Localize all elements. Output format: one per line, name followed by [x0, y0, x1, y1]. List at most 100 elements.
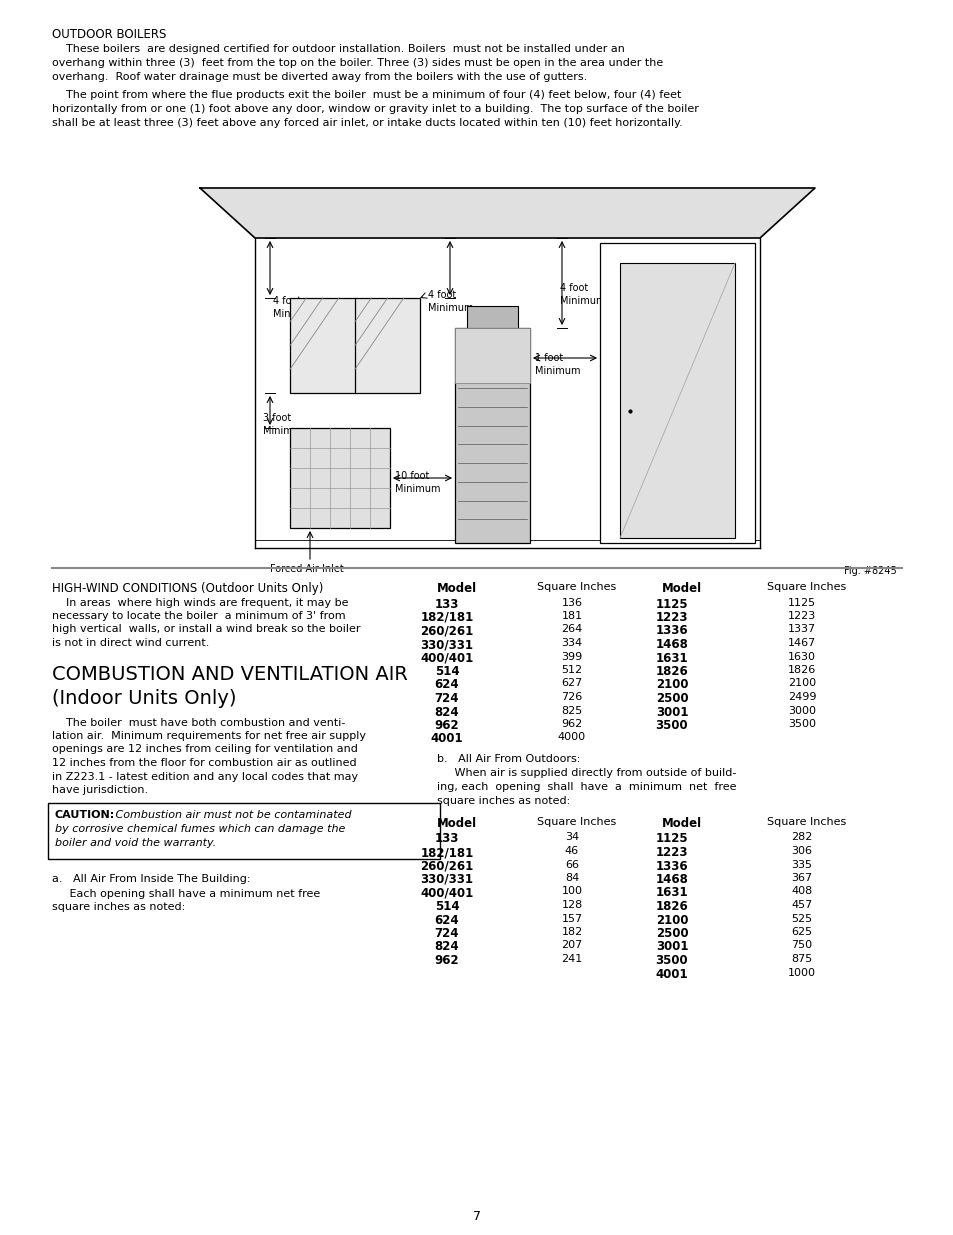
Text: boiler and void the warranty.: boiler and void the warranty. [55, 839, 216, 848]
Text: is not in direct wind current.: is not in direct wind current. [52, 638, 209, 648]
Text: 2100: 2100 [655, 914, 687, 926]
Text: 133: 133 [435, 832, 458, 846]
Text: 1826: 1826 [655, 664, 688, 678]
Text: 282: 282 [790, 832, 812, 842]
Text: 1826: 1826 [787, 664, 815, 676]
Text: 182/181: 182/181 [420, 846, 473, 860]
Text: 399: 399 [560, 652, 582, 662]
Text: 1467: 1467 [787, 638, 815, 648]
Text: 627: 627 [560, 678, 582, 688]
Text: Square Inches: Square Inches [766, 582, 845, 592]
Text: have jurisdiction.: have jurisdiction. [52, 785, 148, 795]
Text: 1826: 1826 [655, 900, 688, 913]
Text: 84: 84 [564, 873, 578, 883]
Text: 4001: 4001 [655, 967, 688, 981]
Text: (Indoor Units Only): (Indoor Units Only) [52, 689, 236, 709]
Text: These boilers  are designed certified for outdoor installation. Boilers  must no: These boilers are designed certified for… [52, 44, 624, 54]
Text: 133: 133 [435, 598, 458, 610]
Text: 514: 514 [435, 900, 458, 913]
Text: 128: 128 [560, 900, 582, 910]
Text: 1468: 1468 [655, 638, 688, 651]
Bar [290, 429, 390, 529]
Text: 2100: 2100 [655, 678, 687, 692]
Bar [48, 803, 439, 858]
Text: 2500: 2500 [655, 927, 688, 940]
Text: square inches as noted:: square inches as noted: [436, 795, 570, 805]
Text: 3500: 3500 [655, 719, 688, 732]
Text: Forced Air Inlet: Forced Air Inlet [270, 564, 343, 574]
Text: Each opening shall have a minimum net free: Each opening shall have a minimum net fr… [52, 889, 320, 899]
Text: 7: 7 [473, 1210, 480, 1223]
Text: horizontally from or one (1) foot above any door, window or gravity inlet to a b: horizontally from or one (1) foot above … [52, 104, 699, 114]
Text: 3500: 3500 [655, 953, 688, 967]
Text: 400/401: 400/401 [420, 652, 473, 664]
Text: The point from where the flue products exit the boiler  must be a minimum of fou: The point from where the flue products e… [52, 90, 680, 100]
Text: 1125: 1125 [655, 832, 688, 846]
Text: HIGH-WIND CONDITIONS (Outdoor Units Only): HIGH-WIND CONDITIONS (Outdoor Units Only… [52, 582, 323, 595]
Text: Model: Model [436, 582, 476, 595]
Text: 726: 726 [560, 692, 582, 701]
Text: 260/261: 260/261 [420, 860, 473, 872]
Text: 12 inches from the floor for combustion air as outlined: 12 inches from the floor for combustion … [52, 758, 356, 768]
Text: 367: 367 [791, 873, 812, 883]
Text: Model: Model [661, 582, 701, 595]
Text: 4001: 4001 [430, 732, 463, 746]
Text: Combustion air must not be contaminated: Combustion air must not be contaminated [112, 810, 352, 820]
Text: 724: 724 [435, 692, 458, 705]
Bar [455, 329, 530, 383]
Text: 1223: 1223 [655, 846, 687, 860]
Text: by corrosive chemical fumes which can damage the: by corrosive chemical fumes which can da… [55, 825, 345, 835]
Text: 724: 724 [435, 927, 458, 940]
Text: Minimum: Minimum [273, 309, 318, 319]
Text: 1468: 1468 [655, 873, 688, 885]
Text: 2500: 2500 [655, 692, 688, 705]
Bar [619, 263, 734, 538]
Text: 34: 34 [564, 832, 578, 842]
Text: 334: 334 [561, 638, 582, 648]
Text: 1336: 1336 [655, 860, 688, 872]
Text: When air is supplied directly from outside of build-: When air is supplied directly from outsi… [436, 768, 736, 778]
Text: Minimum: Minimum [535, 366, 579, 375]
Text: ing, each  opening  shall  have  a  minimum  net  free: ing, each opening shall have a minimum n… [436, 782, 736, 792]
Bar [455, 329, 530, 543]
Text: Minimum: Minimum [395, 484, 440, 494]
Text: 335: 335 [791, 860, 812, 869]
Text: 330/331: 330/331 [420, 873, 473, 885]
Text: 1630: 1630 [787, 652, 815, 662]
Text: 3001: 3001 [655, 941, 687, 953]
Text: in Z223.1 - latest edition and any local codes that may: in Z223.1 - latest edition and any local… [52, 772, 357, 782]
Text: Minimum: Minimum [428, 303, 473, 312]
Text: 2100: 2100 [787, 678, 815, 688]
Text: The boiler  must have both combustion and venti-: The boiler must have both combustion and… [52, 718, 345, 727]
Text: lation air.  Minimum requirements for net free air supply: lation air. Minimum requirements for net… [52, 731, 366, 741]
Text: a.   All Air From Inside The Building:: a. All Air From Inside The Building: [52, 874, 251, 884]
Text: 875: 875 [791, 953, 812, 965]
Text: 4000: 4000 [558, 732, 585, 742]
Text: 525: 525 [791, 914, 812, 924]
Text: 824: 824 [435, 941, 458, 953]
Text: 962: 962 [435, 953, 458, 967]
Text: 1125: 1125 [787, 598, 815, 608]
Text: COMBUSTION AND VENTILATION AIR: COMBUSTION AND VENTILATION AIR [52, 666, 408, 684]
Text: 825: 825 [560, 705, 582, 715]
Text: 1125: 1125 [655, 598, 688, 610]
Text: 66: 66 [564, 860, 578, 869]
Text: 408: 408 [791, 887, 812, 897]
Text: Minimum: Minimum [263, 426, 308, 436]
Text: Fig. #8245: Fig. #8245 [843, 566, 896, 576]
Polygon shape [200, 188, 814, 238]
Text: 4 foot: 4 foot [559, 283, 588, 293]
Text: CAUTION:: CAUTION: [55, 810, 115, 820]
Bar [599, 243, 754, 543]
Text: 241: 241 [560, 953, 582, 965]
Text: 514: 514 [435, 664, 458, 678]
Text: OUTDOOR BOILERS: OUTDOOR BOILERS [52, 28, 166, 41]
Text: 1 foot: 1 foot [535, 353, 562, 363]
Text: In areas  where high winds are frequent, it may be: In areas where high winds are frequent, … [52, 598, 348, 608]
Text: 3 foot: 3 foot [263, 412, 291, 424]
Text: 100: 100 [561, 887, 582, 897]
Text: 182/181: 182/181 [420, 611, 473, 624]
Text: openings are 12 inches from ceiling for ventilation and: openings are 12 inches from ceiling for … [52, 745, 357, 755]
Text: Model: Model [661, 818, 701, 830]
Text: 182: 182 [560, 927, 582, 937]
